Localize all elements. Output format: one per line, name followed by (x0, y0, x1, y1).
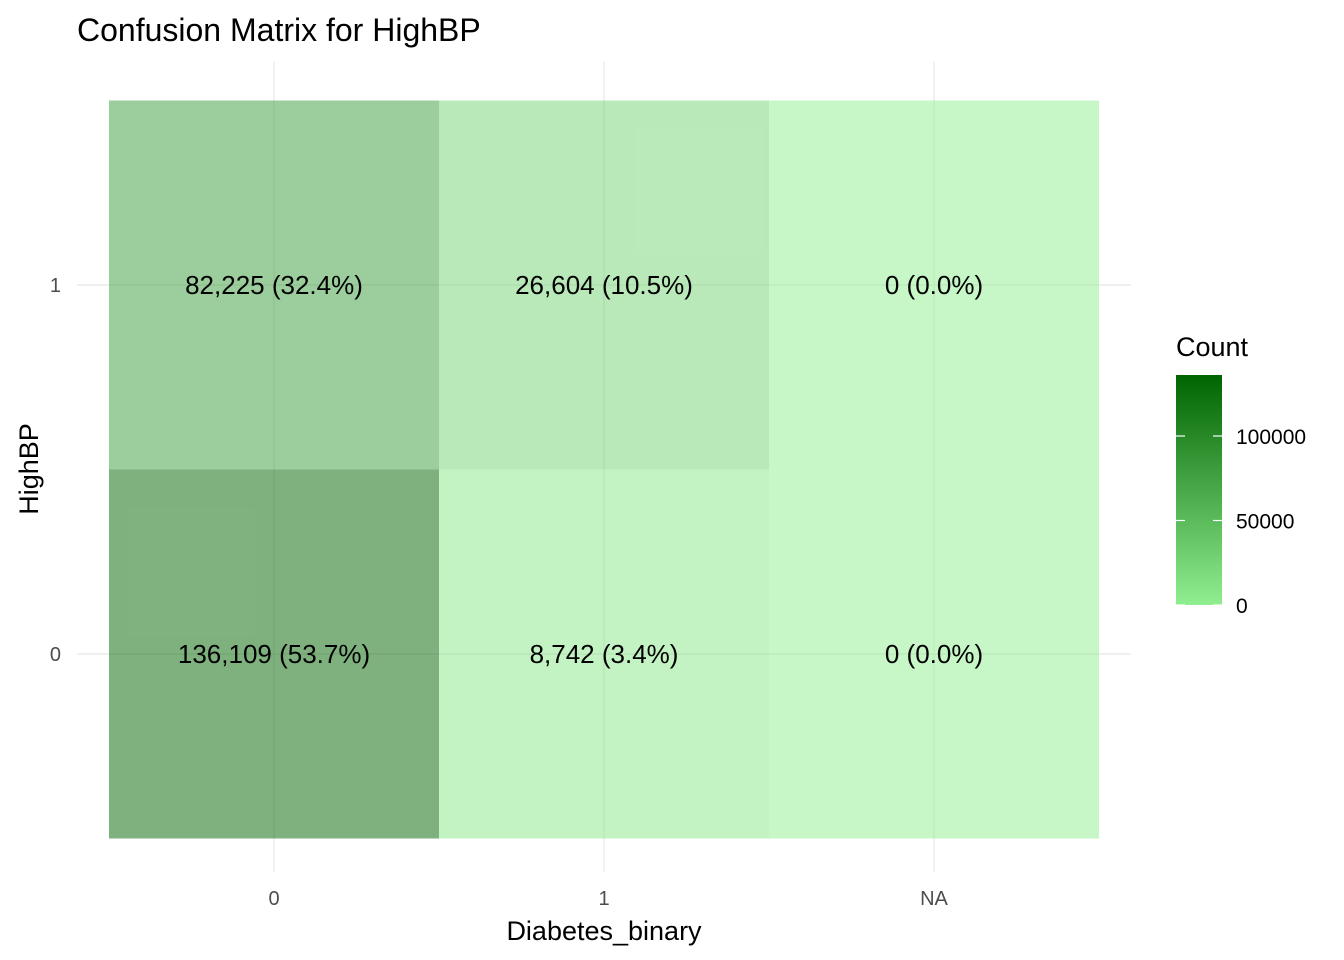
y-axis-title: HighBP (14, 423, 44, 515)
cell-labels: 82,225 (32.4%) 26,604 (10.5%) 0 (0.0%) 136,… (178, 270, 983, 669)
tile-xNA-y1 (769, 100, 1099, 470)
legend-tick-label-100000: 100000 (1236, 426, 1306, 449)
legend-title: Count (1176, 332, 1249, 362)
cell-label-x1-y1: 26,604 (10.5%) (515, 270, 693, 300)
x-axis-title: Diabetes_binary (506, 916, 702, 946)
legend: Count 100000 50000 0 (1176, 332, 1306, 618)
tile-x1-y1 (439, 100, 769, 470)
legend-tick-label-0: 0 (1236, 595, 1248, 618)
y-tick-label-0: 0 (50, 644, 61, 666)
cell-label-x0-y0: 136,109 (53.7%) (178, 639, 370, 669)
x-tick-label-NA: NA (920, 888, 948, 910)
legend-tick-label-50000: 50000 (1236, 511, 1294, 534)
legend-colorbar (1176, 375, 1222, 605)
tile-xNA-y0 (769, 469, 1099, 839)
tile-x0-y0 (109, 469, 439, 839)
cell-label-xNA-y0: 0 (0.0%) (885, 639, 983, 669)
cell-label-x0-y1: 82,225 (32.4%) (185, 270, 363, 300)
heatmap-tiles (109, 100, 1099, 839)
tile-x0-y1 (109, 100, 439, 470)
tile-x1-y0 (439, 469, 769, 839)
legend-ticks: 100000 50000 0 (1176, 426, 1306, 618)
cell-label-xNA-y1: 0 (0.0%) (885, 270, 983, 300)
cell-label-x1-y0: 8,742 (3.4%) (530, 639, 679, 669)
x-tick-label-0: 0 (268, 888, 279, 910)
x-tick-label-1: 1 (598, 888, 609, 910)
x-axis-ticks: 0 1 NA (268, 888, 948, 910)
y-axis-ticks: 01 (50, 275, 61, 666)
chart-title: Confusion Matrix for HighBP (77, 12, 481, 48)
y-tick-label-1: 1 (50, 275, 61, 297)
